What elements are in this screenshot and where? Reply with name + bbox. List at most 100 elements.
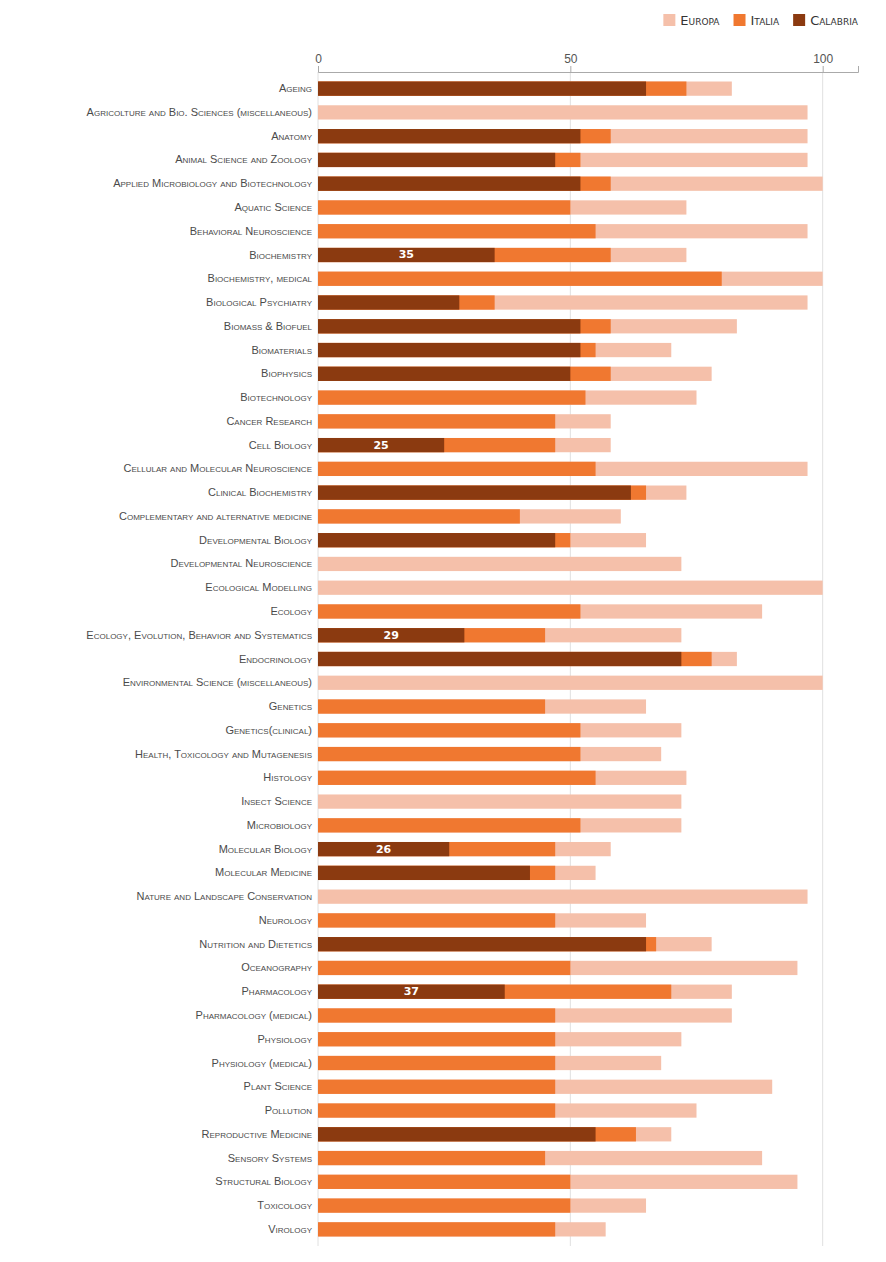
y-tick: Cell Biology — [249, 439, 313, 451]
bar — [318, 129, 611, 143]
bar — [318, 248, 495, 262]
bar — [318, 581, 319, 595]
y-tick: Virology — [268, 1223, 312, 1235]
bar — [318, 105, 319, 119]
y-tick-label: Oceanography — [241, 961, 312, 973]
y-tick: Genetics(clinical) — [225, 724, 312, 736]
series-bars — [318, 82, 722, 1237]
y-tick-label: Genetics — [269, 700, 312, 712]
bars — [318, 82, 823, 1237]
y-tick-label: Cellular and Molecular Neuroscience — [124, 462, 313, 474]
y-tick: Histology — [263, 771, 312, 783]
y-tick: Plant Science — [244, 1080, 312, 1092]
data-labels: 3525292637 — [373, 248, 419, 998]
y-tick: Cancer Research — [226, 415, 312, 427]
y-tick-label: Biotechnology — [240, 391, 312, 403]
bar — [318, 105, 808, 119]
y-tick-label: Molecular Medicine — [215, 866, 312, 878]
bar — [318, 1008, 319, 1022]
bar — [318, 200, 319, 214]
y-tick-label: Nature and Landscape Conservation — [137, 890, 313, 902]
bar — [318, 723, 319, 737]
bar — [318, 961, 570, 975]
y-tick-label: Biochemistry — [249, 249, 312, 261]
bar — [318, 319, 737, 333]
bar — [318, 82, 646, 96]
y-tick: Ecological Modelling — [205, 581, 312, 593]
y-tick: Ecology — [270, 605, 312, 617]
bar — [318, 604, 319, 618]
bar — [318, 486, 646, 500]
y-tick-label: Biochemistry, medical — [208, 272, 313, 284]
bar — [318, 557, 319, 571]
bar — [318, 723, 681, 737]
bar — [318, 842, 449, 856]
bar — [318, 1222, 319, 1236]
y-tick-label: Microbiology — [247, 819, 313, 831]
y-tick: Developmental Biology — [199, 534, 313, 546]
y-tick-label: Pharmacology (medical) — [196, 1009, 312, 1021]
bar — [318, 699, 319, 713]
y-tick-label: Environmental Science (miscellaneous) — [123, 676, 312, 688]
legend-swatch — [663, 14, 675, 26]
legend: EuropaItaliaCalabria — [663, 13, 858, 28]
y-tick: Molecular Medicine — [215, 866, 312, 878]
y-tick-label: Developmental Biology — [199, 534, 313, 546]
bar — [318, 652, 681, 666]
bar — [318, 1056, 661, 1070]
x-tick-label: 50 — [564, 52, 578, 66]
bar — [318, 177, 611, 191]
bar — [318, 1127, 671, 1141]
y-tick-label: Sensory Systems — [228, 1152, 312, 1164]
legend-label: Calabria — [810, 13, 859, 28]
y-tick: Pharmacology (medical) — [196, 1009, 312, 1021]
data-label: 29 — [384, 629, 399, 642]
y-tick-label: Behavioral Neuroscience — [190, 225, 312, 237]
bar — [318, 224, 319, 238]
bar — [318, 1198, 570, 1212]
y-tick: Endocrinology — [239, 653, 313, 665]
y-tick-label: Biological Psychiatry — [206, 296, 313, 308]
bar — [318, 462, 596, 476]
y-tick: Nature and Landscape Conservation — [137, 890, 313, 902]
bar — [318, 771, 319, 785]
bar — [318, 1008, 555, 1022]
bar — [318, 509, 319, 523]
bar — [318, 866, 555, 880]
y-tick-label: Pollution — [265, 1104, 313, 1116]
bar — [318, 913, 319, 927]
grid-line — [822, 72, 823, 1246]
bar — [318, 581, 823, 595]
bar — [318, 1222, 555, 1236]
x-tick-mark — [823, 66, 824, 72]
bar — [318, 319, 580, 333]
bar — [318, 1151, 319, 1165]
y-tick-label: Ageing — [279, 82, 312, 94]
x-tick-label: 100 — [813, 52, 833, 66]
legend-label: Europa — [680, 13, 720, 28]
y-tick: Biomass & Biofuel — [224, 320, 313, 332]
bar — [318, 890, 319, 904]
bar — [318, 699, 545, 713]
legend-item: Europa — [663, 13, 720, 28]
bar — [318, 771, 686, 785]
bar — [318, 794, 319, 808]
bar — [318, 153, 580, 167]
bar — [318, 1103, 555, 1117]
bar — [318, 794, 681, 808]
bar — [318, 438, 555, 452]
bar — [318, 794, 319, 808]
x-tick-label: 0 — [315, 52, 322, 66]
bar — [318, 1056, 555, 1070]
bar — [318, 367, 611, 381]
bar — [318, 295, 808, 309]
bar — [318, 486, 631, 500]
bar — [318, 414, 555, 428]
bar — [318, 1175, 570, 1189]
y-tick-label: Complementary and alternative medicine — [119, 510, 312, 522]
bar — [318, 771, 596, 785]
bar — [318, 153, 555, 167]
bar — [318, 842, 555, 856]
bar — [318, 1127, 596, 1141]
y-tick-label: Physiology (medical) — [212, 1057, 312, 1069]
